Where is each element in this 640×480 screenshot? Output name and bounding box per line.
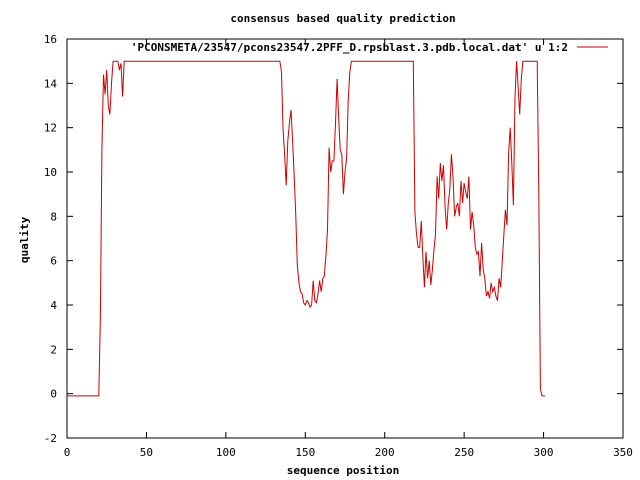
y-tick-label: 2 bbox=[50, 343, 57, 356]
y-tick-label: 0 bbox=[50, 388, 57, 401]
x-tick-label: 350 bbox=[613, 446, 633, 459]
y-tick-label: -2 bbox=[44, 432, 57, 445]
x-tick-label: 150 bbox=[295, 446, 315, 459]
x-tick-label: 0 bbox=[64, 446, 71, 459]
plot-frame bbox=[66, 38, 624, 439]
y-axis-label: quality bbox=[18, 216, 31, 263]
x-tick-label: 50 bbox=[140, 446, 153, 459]
y-tick-label: 6 bbox=[50, 255, 57, 268]
x-tick-label: 250 bbox=[454, 446, 474, 459]
y-tick-label: 14 bbox=[44, 77, 58, 90]
y-tick-label: 4 bbox=[50, 299, 57, 312]
y-tick-label: 10 bbox=[44, 166, 57, 179]
x-axis: 0 50 100 150 200 250 300 350 bbox=[64, 39, 633, 459]
x-tick-label: 100 bbox=[216, 446, 236, 459]
y-tick-label: 8 bbox=[50, 210, 57, 223]
chart-title: consensus based quality prediction bbox=[230, 12, 455, 25]
x-tick-label: 300 bbox=[534, 446, 554, 459]
x-axis-label: sequence position bbox=[287, 464, 400, 477]
series-line bbox=[67, 60, 546, 397]
legend-entry-label: 'PCONSMETA/23547/pcons23547.2PFF_D.rpsbl… bbox=[131, 41, 568, 54]
y-tick-label: 12 bbox=[44, 122, 57, 135]
x-tick-label: 200 bbox=[375, 446, 395, 459]
y-tick-label: 16 bbox=[44, 33, 57, 46]
y-axis: -2 0 2 4 6 8 10 12 14 16 bbox=[44, 33, 623, 445]
legend: 'PCONSMETA/23547/pcons23547.2PFF_D.rpsbl… bbox=[131, 41, 608, 54]
series-layer bbox=[67, 60, 546, 397]
